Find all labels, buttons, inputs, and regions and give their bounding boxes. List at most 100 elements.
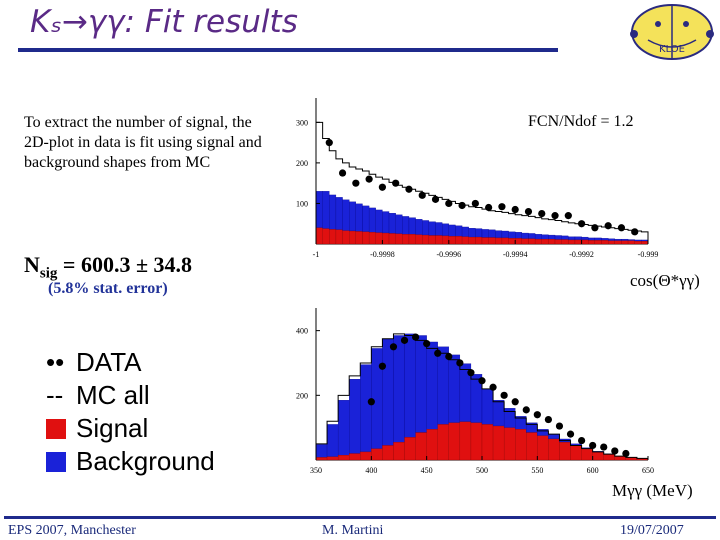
signal-bar	[594, 240, 602, 245]
data-point	[604, 222, 612, 230]
data-point	[445, 352, 453, 361]
background-bar	[501, 230, 509, 239]
background-bar	[488, 229, 496, 238]
cos-theta-plot: -1 -0.9998 -0.9996 -0.9994 -0.9992 -0.999 100 2…	[286, 92, 658, 260]
signal-bar	[360, 451, 372, 461]
signal-bar	[355, 231, 363, 245]
background-bar	[537, 429, 549, 436]
signal-bar	[470, 422, 483, 461]
x-tick-label: 350	[310, 466, 322, 475]
legend: •• DATA -- MC all Signal Background	[46, 346, 215, 478]
background-bar	[614, 238, 622, 241]
legend-mark-data: ••	[46, 347, 65, 377]
signal-bar	[415, 432, 427, 461]
data-point	[478, 377, 486, 385]
legend-label-background: Background	[76, 446, 215, 476]
cos-theta-chart: -1 -0.9998 -0.9996 -0.9994 -0.9992 -0.999 100 2…	[296, 98, 659, 259]
data-point	[631, 228, 639, 236]
data-point	[338, 169, 347, 177]
signal-bar	[521, 238, 529, 245]
background-bar	[326, 424, 339, 457]
data-point	[418, 191, 426, 199]
x-tick-label: 400	[365, 466, 377, 475]
signal-bar	[528, 238, 536, 245]
background-bar	[548, 234, 556, 240]
nsig-label: N	[24, 252, 40, 277]
data-point	[498, 203, 506, 211]
background-bar	[360, 364, 372, 453]
background-bar	[362, 205, 370, 232]
legend-label-data: DATA	[76, 347, 142, 377]
nsig-subscript: sig	[39, 265, 58, 282]
signal-bar	[561, 239, 569, 245]
signal-bar	[382, 445, 394, 461]
data-point	[522, 406, 530, 414]
x-tick-label: -0.9994	[503, 250, 528, 259]
signal-bar	[627, 240, 635, 245]
data-point	[405, 185, 413, 193]
signal-bar	[315, 457, 328, 461]
background-bar	[342, 199, 350, 231]
background-bar	[337, 400, 350, 456]
background-bar	[634, 239, 642, 242]
signal-bar	[326, 456, 339, 461]
x-axis-label-mass: Mγγ (MeV)	[612, 481, 693, 500]
legend-swatch-background	[46, 451, 66, 472]
signal-bar	[335, 229, 343, 245]
data-point	[617, 224, 626, 232]
signal-bar	[415, 234, 423, 245]
background-bar	[315, 191, 323, 228]
background-bar	[442, 223, 449, 237]
background-bar	[508, 231, 516, 239]
signal-bar	[481, 237, 489, 245]
background-bar	[415, 335, 427, 433]
x-tick-label: -0.9992	[569, 250, 594, 259]
signal-bar	[501, 237, 509, 245]
signal-bar	[559, 442, 571, 461]
background-bar	[534, 234, 542, 240]
background-bar	[382, 338, 394, 446]
signal-bar	[395, 233, 403, 245]
signal-bar	[382, 232, 390, 245]
signal-bar	[408, 234, 416, 245]
signal-bar	[537, 435, 549, 461]
nsig-value: = 600.3 ± 34.8	[57, 252, 193, 277]
stat-error: (5.8% stat. error)	[48, 280, 168, 297]
data-point	[485, 203, 493, 212]
data-point	[392, 179, 400, 187]
data-point	[578, 436, 586, 445]
signal-bar	[371, 448, 383, 461]
data-point	[458, 201, 466, 210]
data-point	[325, 139, 333, 147]
fcn-ndof: FCN/Ndof = 1.2	[528, 113, 634, 130]
data-point	[622, 449, 630, 458]
data-point	[471, 199, 479, 208]
signal-bar	[349, 230, 356, 245]
mass-plot: 350 400 450 500 550 600 650 200 400	[286, 302, 658, 475]
data-point	[467, 369, 475, 377]
data-point	[600, 443, 608, 451]
signal-bar	[435, 235, 443, 245]
signal-bar	[601, 240, 609, 245]
signal-bar	[621, 240, 629, 245]
signal-bar	[393, 442, 405, 461]
data-point	[566, 430, 575, 438]
signal-bar	[368, 232, 376, 245]
signal-bar	[515, 238, 522, 245]
background-bar	[322, 191, 330, 229]
signal-bar	[442, 235, 449, 245]
x-tick-label: -0.9996	[436, 250, 461, 259]
signal-bar	[349, 453, 361, 461]
signal-bar	[337, 454, 350, 461]
y-tick-label: 400	[296, 327, 308, 336]
background-bar	[568, 236, 576, 241]
signal-bar	[481, 424, 494, 461]
signal-bar	[495, 237, 503, 245]
title-rule	[18, 48, 558, 52]
y-tick-label: 200	[296, 391, 308, 400]
signal-bar	[581, 448, 593, 461]
x-tick-label: -0.999	[638, 250, 659, 259]
background-bar	[415, 219, 423, 235]
data-point	[456, 359, 464, 367]
data-point	[611, 447, 619, 455]
